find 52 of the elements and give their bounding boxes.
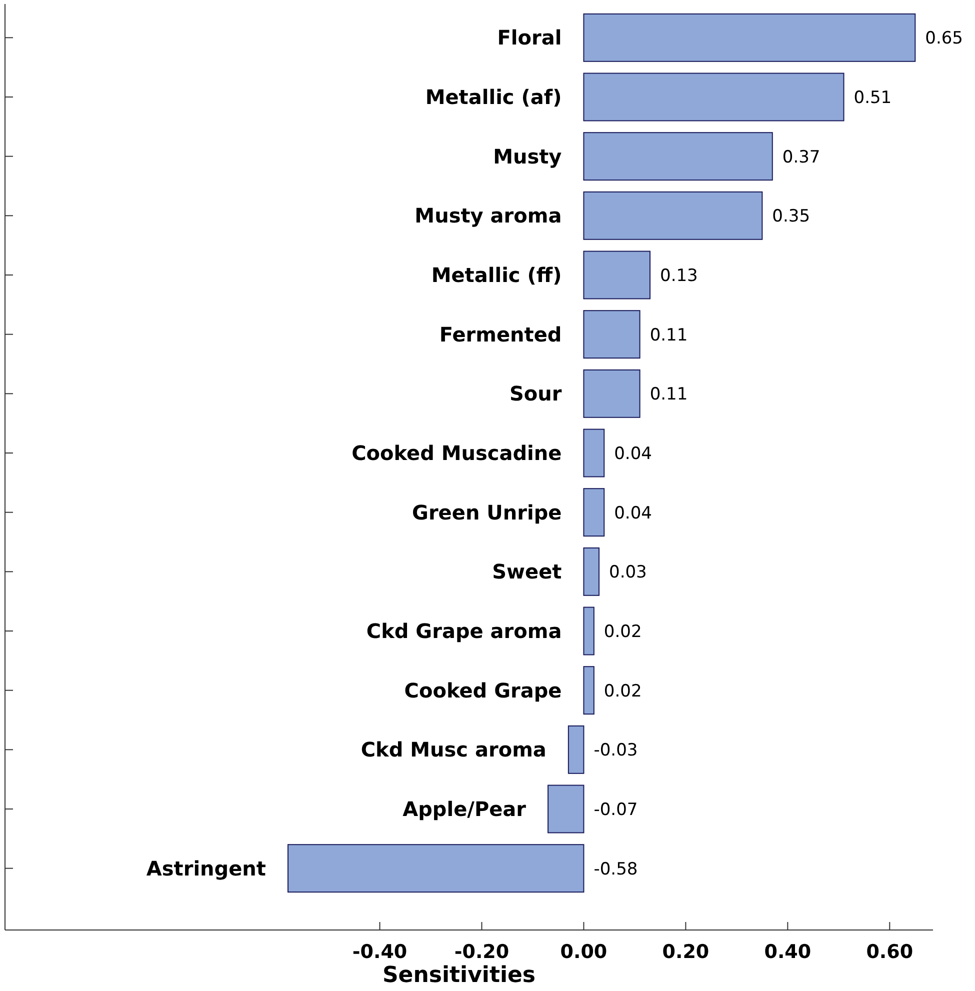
y-tick-label: Apple/Pear — [402, 797, 526, 821]
data-label: 0.65 — [925, 28, 964, 49]
data-label: 0.37 — [782, 147, 820, 168]
x-axis-title: Sensitivities — [382, 963, 536, 988]
bar — [583, 132, 773, 181]
bar — [287, 844, 584, 893]
x-tick-label: -0.20 — [454, 941, 510, 963]
data-label: 0.02 — [604, 681, 642, 702]
bar — [583, 250, 651, 300]
y-tick-label: Sour — [509, 382, 562, 406]
bar — [548, 784, 584, 834]
y-tick-label: Sweet — [492, 560, 562, 584]
y-tick-label: Ckd Musc aroma — [360, 738, 546, 762]
data-label: 0.51 — [854, 88, 892, 108]
bar — [583, 606, 594, 656]
y-tick-label: Cooked Grape — [404, 678, 562, 702]
data-label: 0.11 — [650, 384, 688, 405]
bar — [583, 428, 605, 478]
bar — [583, 310, 640, 359]
bar — [583, 369, 640, 418]
x-tick-label: 0.60 — [866, 941, 914, 963]
bar — [583, 666, 594, 715]
x-tick-label: 0.00 — [560, 941, 608, 963]
data-label: -0.07 — [594, 800, 638, 820]
bar — [583, 13, 916, 62]
x-tick-label: 0.40 — [764, 941, 812, 963]
bar — [583, 72, 844, 122]
y-tick-label: Green Unripe — [412, 500, 562, 524]
y-tick-label: Cooked Muscadine — [352, 441, 562, 465]
y-tick-label: Ckd Grape aroma — [366, 619, 562, 643]
data-label: 0.02 — [604, 622, 642, 642]
y-tick-label: Musty aroma — [414, 204, 562, 228]
data-label: -0.58 — [594, 859, 638, 880]
y-tick-label: Metallic (af) — [425, 85, 562, 109]
bar — [583, 547, 600, 596]
data-label: 0.35 — [772, 206, 810, 227]
y-tick-label: Fermented — [439, 322, 562, 346]
x-tick-label: -0.40 — [352, 941, 408, 963]
y-tick-label: Metallic (ff) — [431, 263, 562, 287]
bar — [583, 191, 763, 240]
bar — [583, 488, 605, 537]
x-tick-label: 0.20 — [662, 941, 710, 963]
data-label: 0.11 — [650, 325, 688, 346]
y-tick-label: Musty — [493, 144, 562, 168]
data-label: 0.04 — [614, 503, 652, 524]
y-tick-label: Astringent — [146, 856, 266, 880]
data-label: -0.03 — [594, 740, 638, 761]
y-tick-label: Floral — [497, 26, 562, 50]
data-label: 0.03 — [609, 562, 647, 583]
bar — [568, 725, 584, 774]
data-label: 0.13 — [660, 266, 698, 286]
data-label: 0.04 — [614, 444, 652, 464]
